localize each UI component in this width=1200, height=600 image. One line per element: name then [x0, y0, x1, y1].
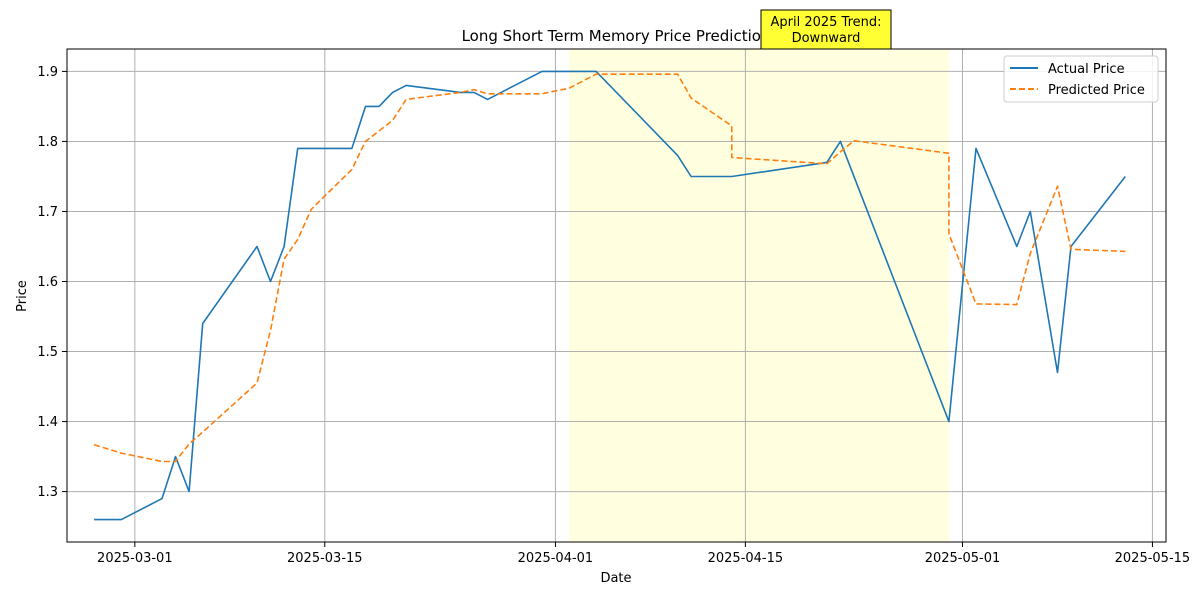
x-tick-label: 2025-04-15 — [708, 551, 784, 566]
y-tick-label: 1.4 — [37, 415, 58, 430]
annotation-line-2: Downward — [792, 31, 861, 46]
x-tick-label: 2025-03-15 — [287, 551, 363, 566]
plot-area-frame — [66, 48, 1167, 543]
y-tick-label: 1.3 — [37, 485, 58, 500]
chart-title: Long Short Term Memory Price Prediction — [462, 27, 771, 45]
x-tick-label: 2025-05-01 — [925, 551, 1001, 566]
legend-box — [1003, 55, 1159, 103]
x-tick-label: 2025-03-01 — [97, 551, 173, 566]
tick-layer: 2025-03-01 2025-03-15 2025-04-01 2025-04-15… — [37, 65, 1190, 566]
series-line-actual — [94, 70, 1126, 521]
grid-layer — [67, 49, 1166, 542]
annotation-box — [760, 9, 892, 50]
annotation-line-1: April 2025 Trend: — [770, 15, 881, 30]
trend-annotation: April 2025 Trend: Downward — [760, 9, 892, 50]
y-tick-label: 1.9 — [37, 65, 58, 80]
legend: Actual Price Predicted Price — [1003, 55, 1159, 103]
series-layer — [93, 70, 1126, 521]
shaded-region — [569, 49, 949, 542]
x-tick-label: 2025-05-15 — [1115, 551, 1191, 566]
y-tick-label: 1.7 — [37, 205, 58, 220]
series-line-predicted — [93, 73, 1126, 463]
y-tick-label: 1.5 — [37, 345, 58, 360]
x-tick-label: 2025-04-01 — [518, 551, 594, 566]
shade-layer — [569, 49, 949, 542]
y-tick-label: 1.6 — [37, 275, 58, 290]
y-tick-label: 1.8 — [37, 135, 58, 150]
y-axis-label: Price — [15, 280, 30, 312]
x-axis-label: Date — [600, 571, 631, 586]
legend-label-actual: Actual Price — [1048, 62, 1125, 77]
legend-label-predicted: Predicted Price — [1048, 83, 1145, 98]
